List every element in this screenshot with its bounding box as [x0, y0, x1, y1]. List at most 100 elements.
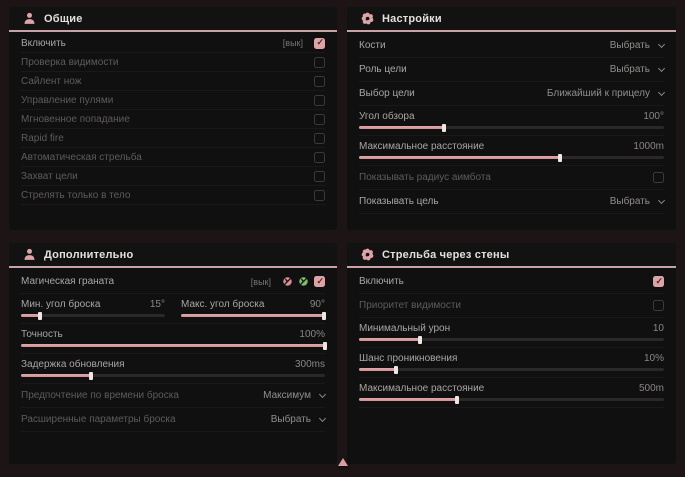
row-label: Мгновенное попадание — [21, 113, 130, 125]
row-checkbox[interactable] — [314, 56, 325, 68]
slider-value: 300ms — [294, 359, 325, 370]
row-label: Магическая граната — [21, 276, 115, 287]
accuracy-slider[interactable] — [21, 341, 327, 350]
row-label: Шанс проникновения — [359, 353, 458, 364]
panel-title: Дополнительно — [44, 248, 134, 261]
row-label: Управление пулями — [21, 94, 114, 106]
slider-thumb[interactable] — [558, 153, 563, 162]
row-checkbox[interactable] — [314, 94, 325, 106]
row-label: Задержка обновления — [21, 359, 125, 370]
chevron-down-icon — [657, 196, 666, 204]
green-flower-icon[interactable] — [298, 276, 309, 287]
visibility-priority-checkbox[interactable] — [653, 300, 664, 311]
fov-slider[interactable] — [359, 123, 664, 132]
max-distance-slider[interactable] — [359, 153, 664, 162]
row-checkbox[interactable] — [314, 170, 325, 182]
panel-title: Настройки — [382, 12, 442, 25]
chevron-down-icon — [657, 64, 666, 72]
row-label: Выбор цели — [359, 88, 415, 99]
row-magic-grenade: Магическая граната [вык] — [21, 270, 325, 294]
row-throw-angles: Мин. угол броска 15° Макс. угол броска 9… — [21, 294, 326, 324]
penetration-slider[interactable] — [359, 365, 664, 374]
panel-title: Стрельба через стены — [382, 248, 510, 261]
slider-thumb[interactable] — [454, 395, 459, 404]
magic-grenade-checkbox[interactable] — [314, 276, 325, 287]
show-target-dropdown[interactable]: Выбрать — [610, 196, 666, 207]
row-label: Проверка видимости — [21, 56, 119, 68]
slider-thumb[interactable] — [37, 311, 42, 320]
panel-settings: Настройки Кости Выбрать Роль цели Выбрат… — [346, 6, 677, 231]
enable-checkbox[interactable] — [314, 37, 325, 49]
row-label: Показывать радиус аимбота — [359, 172, 491, 183]
row-visibility-priority: Приоритет видимости — [359, 294, 664, 318]
show-radius-checkbox[interactable] — [653, 172, 664, 183]
row-label: Автоматическая стрельба — [21, 151, 142, 163]
dropdown-value: Выбрать — [609, 40, 650, 51]
slider-thumb[interactable] — [442, 123, 447, 132]
row-update-delay: Задержка обновления 300ms — [21, 354, 325, 384]
panel-additional-header: Дополнительно — [9, 243, 337, 268]
advanced-throw-dropdown[interactable]: Выбрать — [271, 414, 327, 425]
min-angle-slider[interactable] — [21, 311, 165, 320]
slider-thumb[interactable] — [321, 311, 326, 320]
row-fov: Угол обзора 100° — [359, 106, 664, 136]
row-label: Роль цели — [359, 64, 407, 75]
slider-thumb[interactable] — [393, 365, 398, 374]
row-silent-knife: Сайлент нож — [21, 72, 325, 91]
row-enable: Включить — [359, 270, 664, 294]
row-label: Максимальное расстояние — [359, 141, 485, 152]
bones-dropdown[interactable]: Выбрать — [609, 40, 666, 51]
row-label: Rapid fire — [21, 132, 64, 144]
wallbang-enable-checkbox[interactable] — [653, 276, 664, 287]
row-checkbox[interactable] — [314, 132, 325, 144]
slider-thumb[interactable] — [323, 341, 327, 350]
row-label: Показывать цель — [359, 196, 439, 207]
row-label: Минимальный урон — [359, 323, 451, 334]
row-bones: Кости Выбрать — [359, 34, 666, 58]
row-checkbox[interactable] — [314, 189, 325, 201]
slashed-flower-icon[interactable] — [282, 276, 293, 287]
row-visibility-check: Проверка видимости — [21, 53, 325, 72]
slider-value: 15° — [149, 299, 165, 310]
row-wall-max-distance: Максимальное расстояние 500m — [359, 378, 664, 408]
keybind-tag: [вык] — [250, 276, 271, 287]
row-label: Включить — [359, 276, 404, 287]
panel-additional: Дополнительно Магическая граната [вык] — [8, 242, 338, 465]
row-instant-hit: Мгновенное попадание — [21, 110, 325, 129]
throw-time-dropdown[interactable]: Максимум — [263, 390, 327, 401]
panel-wallbang-header: Стрельба через стены — [347, 243, 676, 268]
row-max-distance: Максимальное расстояние 1000m — [359, 136, 664, 166]
target-role-dropdown[interactable]: Выбрать — [610, 64, 666, 75]
row-rapid-fire: Rapid fire — [21, 129, 325, 148]
row-label: Макс. угол броска — [181, 299, 265, 310]
chevron-down-icon — [318, 414, 327, 422]
row-body-only: Стрелять только в тело — [21, 186, 325, 205]
slider-value: 10% — [643, 353, 664, 364]
row-target-lock: Захват цели — [21, 167, 325, 186]
gear-flower-icon — [361, 248, 374, 261]
max-angle-slider[interactable] — [181, 311, 326, 320]
panel-general-header: Общие — [9, 7, 337, 32]
row-label: Максимальное расстояние — [359, 383, 485, 394]
row-label: Мин. угол броска — [21, 299, 101, 310]
chevron-down-icon — [657, 88, 666, 96]
keybind-tag: [вык] — [282, 38, 303, 48]
row-label: Включить — [21, 37, 66, 49]
row-show-radius: Показывать радиус аимбота — [359, 166, 664, 190]
slider-thumb[interactable] — [88, 371, 93, 380]
cursor-triangle-icon — [338, 458, 348, 466]
row-label: Точность — [21, 329, 63, 340]
min-damage-slider[interactable] — [359, 335, 664, 344]
row-checkbox[interactable] — [314, 151, 325, 163]
panel-general: Общие Включить [вык] Проверка видимости … — [8, 6, 338, 231]
update-delay-slider[interactable] — [21, 371, 325, 380]
row-checkbox[interactable] — [314, 75, 325, 87]
row-checkbox[interactable] — [314, 113, 325, 125]
dropdown-value: Ближайший к прицелу — [546, 88, 650, 99]
row-label: Расширенные параметры броска — [21, 414, 176, 425]
row-label: Захват цели — [21, 170, 78, 182]
wall-max-distance-slider[interactable] — [359, 395, 664, 404]
target-select-dropdown[interactable]: Ближайший к прицелу — [546, 88, 666, 99]
min-angle-col: Мин. угол броска 15° — [21, 298, 165, 321]
slider-thumb[interactable] — [418, 335, 422, 344]
